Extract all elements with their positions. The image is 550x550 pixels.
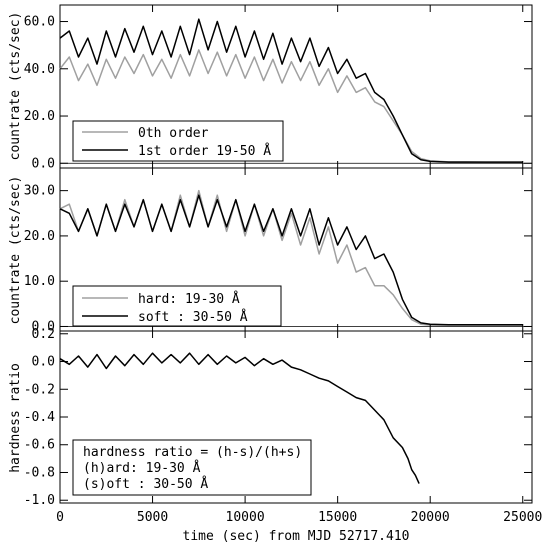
y-tick-label: 20.0 bbox=[24, 229, 55, 244]
x-tick-label: 20000 bbox=[411, 510, 450, 525]
series-line-1 bbox=[59, 352, 420, 484]
series-line-2 bbox=[59, 18, 523, 163]
panel-1-series bbox=[59, 18, 523, 163]
panel-2-ylabel: countrate (cts/sec) bbox=[8, 176, 23, 325]
panel-1-ylabel: countrate (cts/sec) bbox=[8, 12, 23, 161]
panel-3: 0.2 0.0 -0.2 -0.4 -0.6 -0.8 -1.00 5000 10000 1500… bbox=[8, 327, 542, 544]
x-tick-label: 15000 bbox=[318, 510, 357, 525]
panel-1-legend: 0th order 1st order 19-50 Å bbox=[72, 120, 284, 162]
y-tick-label: 10.0 bbox=[24, 274, 55, 289]
panel-2-legend: hard: 19-30 Å soft : 30-50 Å bbox=[72, 285, 282, 327]
panel-3-series bbox=[59, 352, 420, 484]
y-tick-label: 30.0 bbox=[24, 184, 55, 199]
legend-box bbox=[72, 439, 312, 496]
y-tick-label: 0.0 bbox=[32, 355, 55, 370]
x-tick-label: 25000 bbox=[503, 510, 542, 525]
y-tick-label: -1.0 bbox=[24, 493, 55, 508]
y-tick-label: -0.6 bbox=[24, 438, 55, 453]
y-tick-label: -0.8 bbox=[24, 465, 55, 480]
legend-line-soft: (s)oft : 30-50 Å bbox=[83, 476, 208, 492]
y-tick-label: 0.0 bbox=[32, 156, 55, 171]
legend-box bbox=[72, 120, 284, 162]
legend-box bbox=[72, 285, 282, 327]
y-tick-label: 20.0 bbox=[24, 109, 55, 124]
x-tick-label: 5000 bbox=[137, 510, 168, 525]
legend-label-soft: soft : 30-50 Å bbox=[138, 309, 248, 325]
x-tick-label: 0 bbox=[56, 510, 64, 525]
panel-2: 0.0 10.0 20.0 30.0 countrate (cts/sec) hard… bbox=[8, 167, 533, 334]
legend-line-formula: hardness ratio = (h-s)/(h+s) bbox=[83, 445, 302, 460]
panel-3-ylabel: hardness ratio bbox=[8, 363, 23, 473]
y-tick-label: -0.2 bbox=[24, 382, 55, 397]
panel-3-axes: 0.2 0.0 -0.2 -0.4 -0.6 -0.8 -1.00 5000 10000 1500… bbox=[24, 327, 543, 525]
x-tick-label: 10000 bbox=[226, 510, 265, 525]
x-axis-label: time (sec) from MJD 52717.410 bbox=[183, 529, 410, 544]
y-tick-label: 40.0 bbox=[24, 62, 55, 77]
panel-2-series bbox=[59, 189, 523, 326]
legend-label-hard: hard: 19-30 Å bbox=[138, 291, 240, 307]
panel-3-legend: hardness ratio = (h-s)/(h+s) (h)ard: 19-… bbox=[72, 439, 312, 496]
legend-label-1st-order: 1st order 19-50 Å bbox=[138, 143, 271, 159]
y-tick-label: 0.0 bbox=[32, 319, 55, 334]
legend-label-0th-order: 0th order bbox=[138, 126, 209, 141]
series-line-1 bbox=[59, 189, 523, 326]
panel-1: 0.0 20.0 40.0 60.0 countrate (cts/sec) 0th … bbox=[8, 4, 533, 171]
legend-line-hard: (h)ard: 19-30 Å bbox=[83, 460, 201, 476]
series-line-2 bbox=[59, 194, 523, 326]
y-tick-label: -0.4 bbox=[24, 410, 55, 425]
panel-1-axes: 0.0 20.0 40.0 60.0 bbox=[24, 5, 532, 171]
y-tick-label: 60.0 bbox=[24, 15, 55, 30]
y-tick-label: 0.2 bbox=[32, 327, 55, 342]
